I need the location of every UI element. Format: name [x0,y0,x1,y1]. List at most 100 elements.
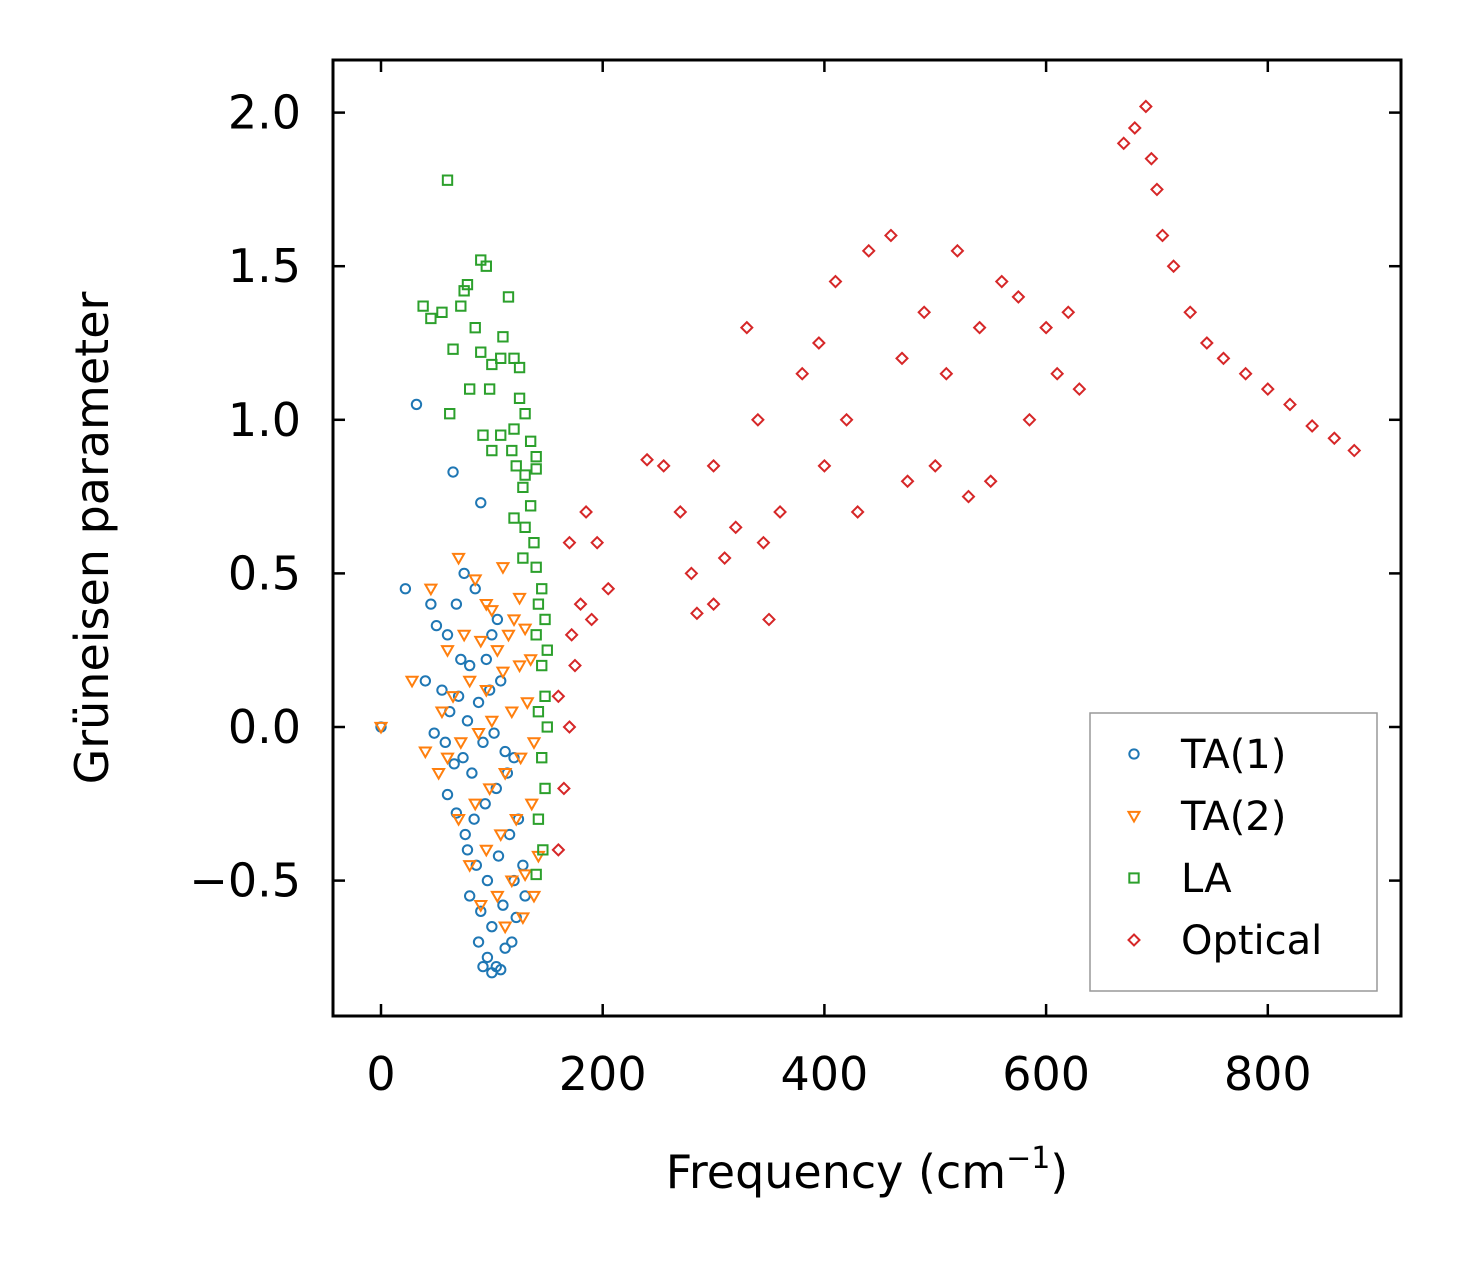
data-point [450,598,463,610]
legend: TA(1) TA(2) LA Optical [1089,712,1378,992]
plot-frame [331,58,1403,1018]
legend-label: Optical [1181,918,1322,964]
data-point [458,285,470,297]
data-point [423,583,439,597]
data-point [512,592,527,606]
legend-marker [1128,872,1140,884]
legend-item: TA(1) [1128,732,1286,778]
data-point [477,960,489,973]
y-tick-label: 2.0 [228,86,301,140]
data-point [450,807,463,819]
data-point [530,463,542,475]
legend-item: Optical [1127,918,1322,964]
data-point [436,306,448,318]
x-axis: 0 200 400 600 800 [366,60,1312,1101]
data-point [493,829,508,843]
data-point [499,745,511,758]
data-point [472,696,485,709]
data-point [410,398,423,411]
data-point [444,407,456,420]
data-point [499,942,511,954]
data-point [828,274,843,289]
data-point [551,689,566,704]
data-point [418,746,433,760]
data-point [539,690,551,702]
data-point [462,675,477,689]
data-point [1347,443,1362,458]
data-point [506,936,518,948]
data-point [486,629,498,641]
data-point [1138,99,1153,114]
legend-marker [1126,810,1142,824]
data-point [1199,336,1214,350]
data-point [508,423,520,435]
x-axis-title: Frequency (cm−1) [666,1141,1069,1199]
data-point [1183,305,1198,320]
data-point [839,412,854,427]
data-point [536,752,548,764]
data-point [461,844,474,856]
data-point [501,629,516,643]
legend-label: LA [1181,856,1232,902]
legend-frame [1089,712,1378,992]
data-point [1166,259,1181,274]
data-point [479,844,494,858]
data-point [568,658,582,673]
y-tick-label: 1.5 [228,239,301,293]
data-point [861,243,876,258]
data-point [480,260,492,272]
series-ta-1 [375,398,531,979]
data-point [490,645,505,658]
x-tick-label: 400 [780,1047,868,1101]
data-point [455,653,467,666]
data-point [541,644,553,656]
data-point [373,721,389,735]
data-point [728,520,743,535]
y-tick-label: 0.0 [228,700,301,754]
data-point [739,320,754,335]
data-point [517,869,533,882]
legend-item: TA(2) [1126,794,1286,840]
data-point [479,685,494,698]
data-point [497,921,513,935]
data-point [750,412,765,427]
data-point [1305,419,1320,433]
data-point [436,684,448,696]
data-point [717,551,732,565]
data-point [513,392,526,404]
data-point [983,474,998,489]
legend-items: TA(1) TA(2) LA Optical [1126,732,1322,964]
data-point [495,562,511,575]
data-point [895,351,909,366]
data-point [556,781,571,796]
data-point [495,429,507,441]
data-point [762,612,776,627]
data-point [1144,151,1159,166]
data-point [484,715,500,729]
data-point [939,366,954,381]
data-point [515,912,531,925]
data-point [524,500,537,512]
data-point [1039,320,1054,335]
data-point [441,629,454,641]
data-point [447,466,459,478]
data-point [536,659,548,672]
data-point [453,737,469,750]
data-point [562,720,577,734]
data-point [479,598,494,612]
data-point [495,675,507,687]
data-point [684,566,699,581]
data-point [506,614,522,627]
y-axis: −0.5 0.0 0.5 1.0 1.5 2.0 [189,86,1401,908]
data-point [441,174,454,186]
data-point [486,444,498,457]
data-point [528,537,540,549]
data-point [425,598,437,610]
data-point [517,481,529,494]
data-point [439,736,451,749]
data-point [1327,431,1342,446]
data-point [462,860,477,873]
data-point [456,629,472,643]
data-point [497,767,513,781]
data-point [495,666,511,680]
